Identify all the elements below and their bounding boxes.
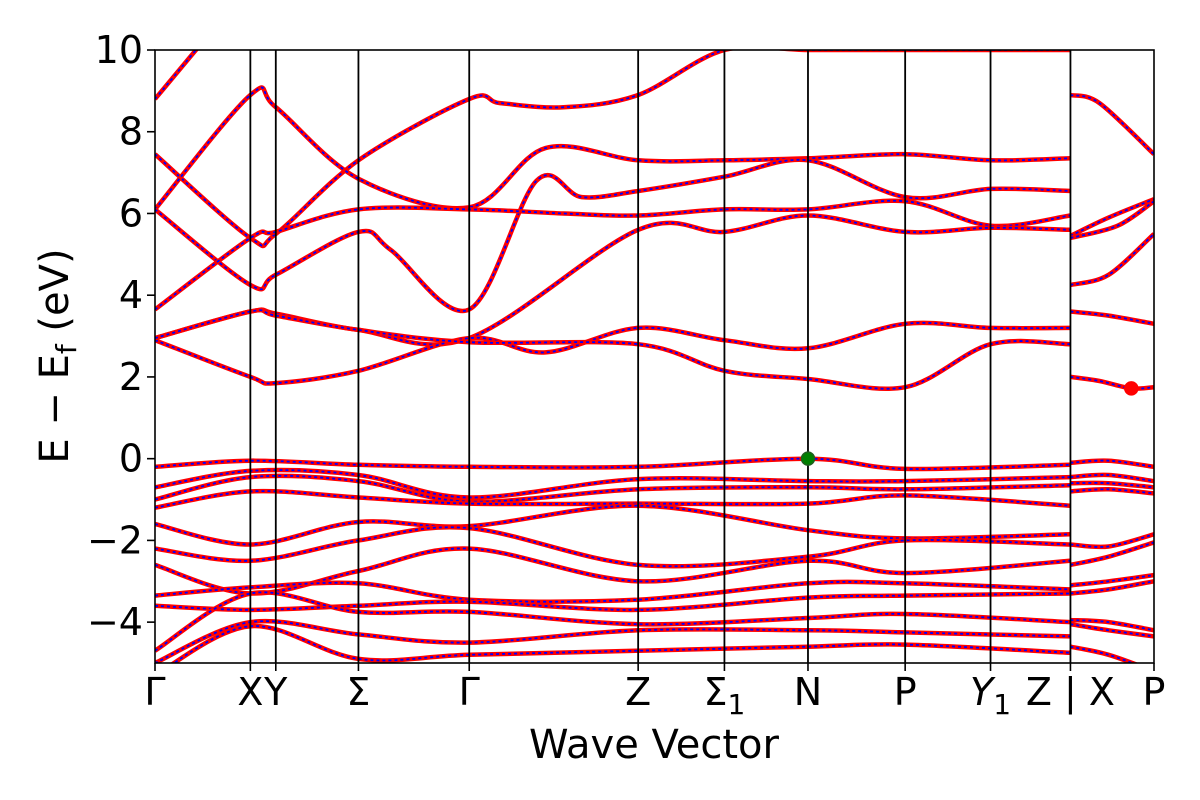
band-dash-14 xyxy=(155,547,1071,595)
y-tick-label-3: 4 xyxy=(119,273,143,317)
band-dash-30 xyxy=(1070,533,1154,548)
y-tick-label-0: 10 xyxy=(95,28,143,72)
y-axis-ticks: 10 8 6 4 2 0 −2 −4 xyxy=(87,28,155,644)
band-dash-9 xyxy=(155,469,1071,499)
y-axis-title: E − Ef (eV) xyxy=(32,248,83,463)
y-tick-label-7: −4 xyxy=(87,600,143,644)
kpoint-dividers xyxy=(249,50,1072,663)
band-dash-4 xyxy=(155,199,1071,311)
band-dash-13 xyxy=(155,526,1071,568)
band-dash-25 xyxy=(1070,376,1154,390)
band-dash-35 xyxy=(1070,623,1154,638)
band-dash-24 xyxy=(1070,310,1154,325)
x-tick-label-3: Σ xyxy=(346,670,370,714)
y-tick-label-5: 0 xyxy=(119,437,143,481)
bands-layer xyxy=(155,50,1154,663)
x-tick-label-10: Z | X xyxy=(1026,670,1115,715)
band-dash-11 xyxy=(155,490,1071,509)
y-tick-label-1: 8 xyxy=(119,110,143,154)
x-tick-label-4: Γ xyxy=(459,670,480,714)
x-tick-label-7: N xyxy=(794,670,822,714)
x-tick-label-8: P xyxy=(894,670,917,714)
band-dash-27 xyxy=(1070,473,1154,482)
band-dash-32 xyxy=(1070,574,1154,587)
band-dash-20 xyxy=(1070,94,1154,155)
plot-frame xyxy=(154,49,1155,664)
x-tick-label-0: Γ xyxy=(144,670,165,714)
band-dash-22 xyxy=(1070,200,1154,239)
band-dash-8 xyxy=(155,457,1071,470)
vbm-marker xyxy=(800,451,816,466)
band-dash-21 xyxy=(1070,198,1154,237)
x-axis-title: Wave Vector xyxy=(529,722,780,768)
band-dash-33 xyxy=(1070,580,1154,595)
band-dash-34 xyxy=(1070,619,1154,632)
x-tick-label-5: Z xyxy=(625,670,651,714)
band-dash-17 xyxy=(155,591,1071,652)
band-dash-23 xyxy=(1070,233,1154,286)
band-dash-29 xyxy=(1070,488,1154,495)
x-tick-label-1: X xyxy=(237,670,263,714)
cbm-marker xyxy=(1124,381,1139,396)
band-dash-15 xyxy=(155,580,1071,603)
x-tick-label-2: Y xyxy=(263,670,288,714)
band-dash-28 xyxy=(1070,481,1154,489)
band-dash-16 xyxy=(155,592,1071,611)
x-tick-label-11: P xyxy=(1143,670,1166,714)
band-dash-26 xyxy=(1070,459,1154,468)
band-dash-1 xyxy=(155,50,1071,247)
band-dash-10 xyxy=(155,474,1071,503)
band-extrema-markers xyxy=(800,381,1139,466)
y-tick-label-2: 6 xyxy=(119,191,143,235)
band-dash-19 xyxy=(172,625,1071,663)
band-dash-31 xyxy=(1070,541,1154,566)
y-tick-label-4: 2 xyxy=(119,355,143,399)
band-dash-3 xyxy=(155,158,1071,312)
band-dash-36 xyxy=(1070,645,1135,663)
y-tick-label-6: −2 xyxy=(87,518,143,562)
band-dash-18 xyxy=(155,620,1071,663)
